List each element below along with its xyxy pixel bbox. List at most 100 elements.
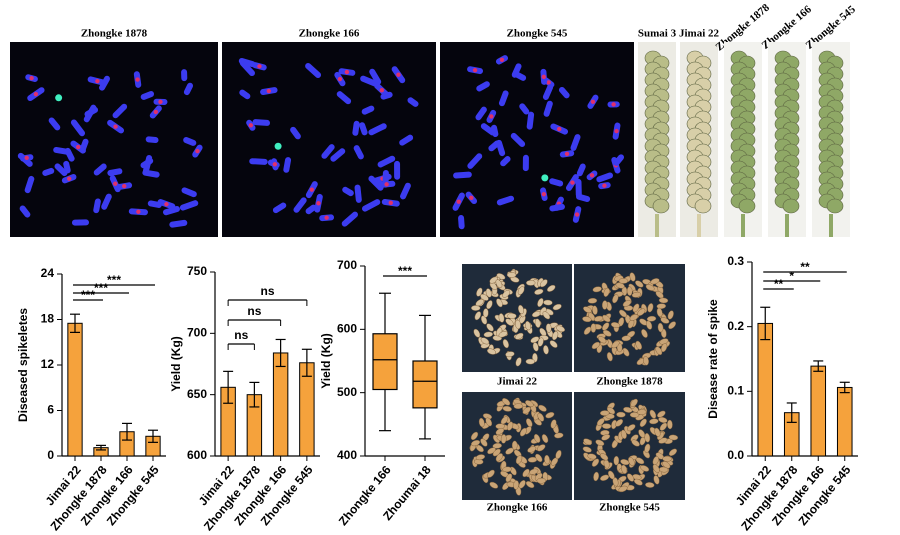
grain bbox=[505, 473, 513, 483]
grain bbox=[644, 443, 651, 453]
chromosome-arm bbox=[249, 158, 268, 165]
error-bar bbox=[223, 370, 234, 404]
grain bbox=[535, 453, 543, 463]
grain bbox=[610, 322, 621, 328]
chromosome bbox=[511, 63, 522, 78]
grain bbox=[635, 280, 644, 288]
signal bbox=[272, 162, 278, 167]
chromosome-arm bbox=[613, 154, 625, 166]
error-bar bbox=[760, 306, 771, 341]
signal bbox=[499, 57, 505, 63]
chromosome-arm bbox=[399, 134, 414, 146]
grain bbox=[514, 332, 524, 340]
chromosome bbox=[61, 174, 77, 184]
chromosome bbox=[181, 187, 197, 198]
chromosome-arm bbox=[107, 168, 123, 176]
significance-label: ** bbox=[774, 277, 784, 291]
chromosome bbox=[380, 91, 393, 100]
grain bbox=[602, 314, 611, 323]
grain bbox=[647, 303, 654, 313]
chromosome bbox=[575, 178, 582, 198]
grain bbox=[527, 446, 537, 453]
grain bbox=[552, 331, 559, 341]
chromosome-arm bbox=[352, 120, 360, 136]
signal bbox=[95, 78, 100, 84]
chromosome bbox=[334, 71, 346, 87]
grain bbox=[643, 356, 649, 366]
signal bbox=[66, 176, 72, 181]
chromosome-arm bbox=[305, 204, 317, 215]
grain bbox=[537, 298, 544, 307]
chromosome bbox=[246, 119, 256, 131]
y-tick-label: 0.3 bbox=[727, 254, 744, 268]
micrograph-title: Zhongke 166 bbox=[299, 28, 360, 40]
grain bbox=[611, 340, 620, 349]
grain bbox=[600, 474, 610, 481]
grain bbox=[582, 446, 592, 453]
chromosome bbox=[133, 71, 142, 88]
grain bbox=[596, 418, 605, 426]
chromosome-arm bbox=[53, 146, 72, 155]
chromosome-arm bbox=[70, 119, 86, 137]
chromosome bbox=[607, 101, 620, 108]
grain bbox=[667, 419, 673, 430]
grain bbox=[492, 448, 501, 457]
chromosome-arm bbox=[54, 163, 68, 177]
grain bbox=[613, 455, 620, 466]
chromosome bbox=[559, 150, 575, 158]
signal bbox=[136, 209, 141, 214]
chromosome bbox=[93, 163, 107, 176]
grain bbox=[637, 409, 647, 415]
chromosome bbox=[192, 144, 203, 158]
grain bbox=[537, 337, 544, 347]
chromosome bbox=[272, 202, 287, 214]
grain bbox=[515, 455, 523, 465]
bar bbox=[67, 322, 83, 457]
chromosome-arm bbox=[342, 186, 354, 197]
chromosome bbox=[465, 191, 478, 205]
chromosome bbox=[391, 66, 406, 84]
chromosome bbox=[336, 91, 352, 105]
chromosome-arm bbox=[570, 134, 581, 151]
y-tick-label: 500 bbox=[337, 385, 357, 399]
chromosome bbox=[53, 146, 72, 155]
spikelet bbox=[652, 198, 670, 214]
chromosome-arm bbox=[252, 119, 271, 126]
chromosome bbox=[500, 156, 511, 167]
grain bbox=[540, 279, 548, 288]
grain bbox=[530, 336, 540, 344]
chromosome-arm bbox=[272, 202, 287, 214]
grain bbox=[668, 448, 678, 456]
signal bbox=[469, 195, 474, 201]
chromosome-arm bbox=[83, 104, 97, 123]
signal bbox=[122, 183, 127, 189]
chromosome bbox=[283, 157, 292, 173]
chromosome-arm bbox=[321, 144, 335, 159]
grain bbox=[533, 434, 541, 443]
chromosome bbox=[558, 86, 570, 99]
chromosome-arm bbox=[519, 103, 530, 115]
grain bbox=[593, 315, 604, 322]
significance-label: *** bbox=[398, 264, 412, 278]
grain-label: Zhongke 545 bbox=[599, 502, 660, 514]
chromosome bbox=[361, 105, 375, 115]
y-tick-label: 6 bbox=[47, 403, 54, 417]
grain bbox=[644, 433, 651, 443]
grain bbox=[587, 453, 597, 460]
spikelet bbox=[782, 198, 800, 214]
grain bbox=[660, 317, 670, 324]
chromosome-arm bbox=[93, 198, 101, 214]
significance-label: *** bbox=[107, 273, 121, 287]
y-tick-label: 0 bbox=[47, 448, 54, 462]
grain bbox=[587, 297, 598, 304]
chromosome bbox=[598, 182, 611, 190]
chromosome bbox=[153, 98, 168, 105]
chromosome-arm bbox=[400, 182, 411, 200]
chromosome bbox=[352, 120, 360, 136]
grain bbox=[601, 434, 611, 441]
grain bbox=[621, 335, 631, 342]
grain bbox=[591, 341, 600, 350]
grain bbox=[510, 276, 520, 283]
chromosome bbox=[361, 199, 381, 212]
grain bbox=[495, 279, 503, 289]
